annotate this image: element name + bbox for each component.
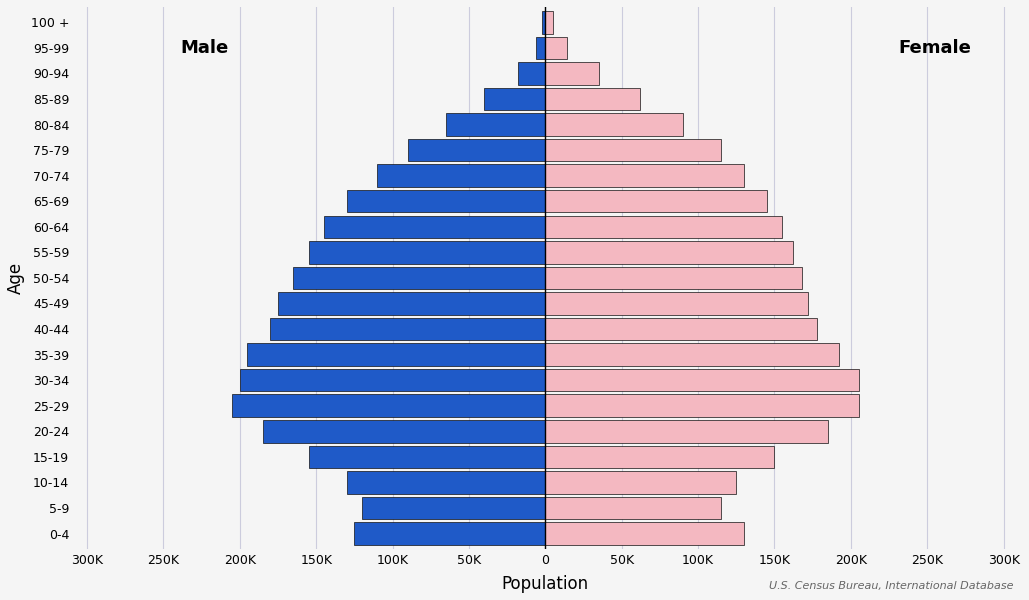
Bar: [545, 37, 567, 59]
Bar: [545, 318, 817, 340]
Text: U.S. Census Bureau, International Database: U.S. Census Bureau, International Databa…: [769, 581, 1014, 591]
Text: Male: Male: [180, 40, 228, 58]
Bar: [545, 471, 737, 494]
Bar: [271, 318, 545, 340]
Bar: [545, 446, 775, 468]
Bar: [545, 215, 782, 238]
Bar: [293, 266, 545, 289]
Bar: [545, 62, 599, 85]
Bar: [407, 139, 545, 161]
Bar: [545, 394, 858, 417]
Bar: [240, 369, 545, 391]
Bar: [278, 292, 545, 315]
Bar: [545, 190, 767, 212]
Bar: [362, 497, 545, 519]
Bar: [324, 215, 545, 238]
Bar: [262, 420, 545, 443]
Bar: [347, 190, 545, 212]
Bar: [518, 62, 545, 85]
Bar: [542, 11, 545, 34]
Bar: [545, 343, 839, 366]
Bar: [545, 266, 802, 289]
Bar: [536, 37, 545, 59]
Bar: [545, 241, 792, 263]
Bar: [545, 113, 683, 136]
Bar: [545, 139, 721, 161]
Bar: [378, 164, 545, 187]
Bar: [545, 522, 744, 545]
Bar: [347, 471, 545, 494]
Bar: [545, 497, 721, 519]
Bar: [545, 369, 858, 391]
Bar: [545, 11, 553, 34]
Bar: [545, 420, 828, 443]
Bar: [233, 394, 545, 417]
Bar: [354, 522, 545, 545]
Y-axis label: Age: Age: [7, 262, 25, 294]
Bar: [545, 164, 744, 187]
Bar: [545, 292, 808, 315]
Text: Female: Female: [898, 40, 971, 58]
X-axis label: Population: Population: [502, 575, 589, 593]
Bar: [446, 113, 545, 136]
Bar: [309, 241, 545, 263]
Bar: [545, 88, 640, 110]
Bar: [247, 343, 545, 366]
Bar: [309, 446, 545, 468]
Bar: [485, 88, 545, 110]
